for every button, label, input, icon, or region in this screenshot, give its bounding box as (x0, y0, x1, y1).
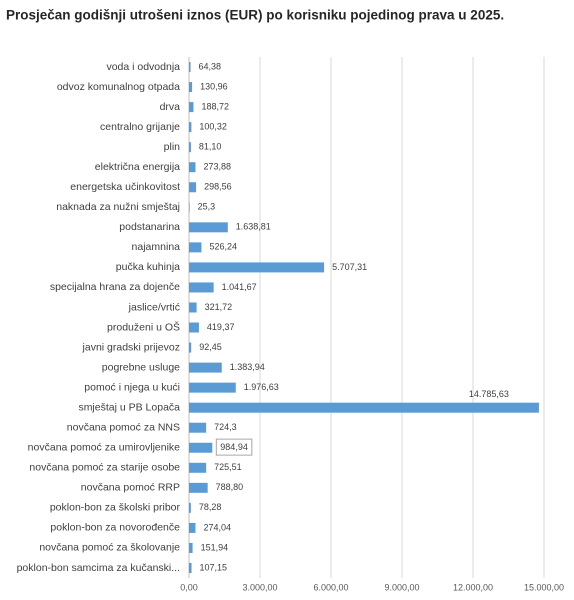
x-tick-label: 6.000,00 (313, 582, 348, 592)
value-label: 273,88 (203, 162, 231, 172)
bar (189, 382, 236, 393)
bar (189, 202, 190, 213)
bar (189, 362, 222, 373)
y-tick-label: naknada za nužni smještaj (56, 201, 180, 213)
y-tick-label: javni gradski prijevoz (82, 341, 180, 353)
value-label: 298,56 (204, 182, 232, 192)
y-tick-label: pogrebne usluge (102, 361, 180, 373)
value-label: 984,94 (220, 442, 248, 452)
bar (189, 262, 325, 273)
value-label: 107,15 (200, 562, 228, 572)
value-label-box (215, 438, 253, 456)
y-tick-label: novčana pomoć RRP (81, 482, 180, 494)
value-label: 1.383,94 (230, 362, 265, 372)
value-label: 64,38 (199, 61, 222, 71)
chart-title: Prosječan godišnji utrošeni iznos (EUR) … (6, 8, 504, 23)
y-tick-label: smještaj u PB Lopača (78, 401, 180, 413)
bar (189, 322, 199, 333)
y-tick-label: poklon-bon za novorođenče (50, 522, 180, 534)
value-label: 92,45 (199, 342, 222, 352)
y-tick-label: najamnina (132, 241, 181, 253)
y-tick-label: jaslice/vrtić (128, 301, 180, 313)
value-label: 526,24 (209, 242, 237, 252)
y-tick-label: plin (164, 141, 181, 153)
value-label: 724,3 (214, 422, 237, 432)
value-label: 25,3 (198, 202, 216, 212)
bar (189, 222, 228, 233)
y-tick-label: drva (160, 101, 181, 113)
y-tick-label: specijalna hrana za dojenče (50, 281, 180, 293)
bar (189, 282, 214, 293)
value-label: 130,96 (200, 81, 228, 91)
value-label: 5.707,31 (332, 262, 367, 272)
bar (189, 182, 197, 193)
bar (189, 162, 196, 173)
y-tick-label: pučka kuhinja (116, 261, 180, 273)
value-label: 151,94 (201, 542, 229, 552)
bar (189, 562, 192, 573)
y-tick-label: pomoć i njega u kući (84, 381, 180, 393)
y-tick-label: centralno grijanje (100, 121, 180, 133)
y-tick-label: novčana pomoć za starije osobe (29, 462, 180, 474)
value-label: 725,51 (214, 462, 242, 472)
x-tick-label: 15.000,00 (524, 582, 564, 592)
value-label: 78,28 (199, 502, 222, 512)
y-tick-label: novčana pomoć za umirovljenike (28, 442, 180, 454)
x-tick-label: 12.000,00 (453, 582, 493, 592)
value-label: 1.041,67 (222, 282, 257, 292)
bar (189, 482, 208, 493)
y-tick-label: poklon-bon za školski pribor (50, 502, 181, 514)
bar (189, 462, 207, 473)
value-label: 100,32 (199, 122, 227, 132)
bar (189, 502, 191, 513)
value-label: 1.976,63 (244, 382, 279, 392)
x-tick-label: 3.000,00 (242, 582, 277, 592)
bar (189, 342, 192, 353)
y-tick-label: energetska učinkovitost (70, 181, 180, 193)
y-tick-label: podstanarina (119, 221, 180, 233)
value-label: 321,72 (205, 302, 233, 312)
bar (189, 142, 191, 153)
x-tick-label: 9.000,00 (384, 582, 419, 592)
y-tick-label: produženi u OŠ (107, 320, 180, 333)
value-label: 274,04 (203, 522, 231, 532)
bar (189, 102, 194, 113)
value-label: 81,10 (199, 142, 222, 152)
bar (189, 442, 213, 453)
y-tick-label: poklon-bon samcima za kučanski... (17, 562, 180, 574)
value-label: 788,80 (216, 482, 244, 492)
value-label: 14.785,63 (469, 389, 509, 399)
bar (189, 302, 197, 313)
bar (189, 402, 539, 413)
y-tick-label: električna energija (95, 161, 180, 173)
bar (189, 522, 196, 533)
y-tick-label: odvoz komunalnog otpada (57, 81, 180, 93)
bar (189, 82, 193, 93)
x-tick-label: 0,00 (180, 582, 198, 592)
bar (189, 542, 193, 553)
bar (189, 122, 192, 133)
bar (189, 242, 202, 253)
y-tick-label: voda i odvodnja (106, 61, 180, 73)
bar (189, 62, 191, 73)
y-tick-label: novčana pomoć za NNS (67, 421, 180, 433)
value-label: 1.638,81 (236, 222, 271, 232)
bar (189, 422, 207, 433)
y-tick-label: novčana pomoć za školovanje (39, 542, 180, 554)
value-label: 188,72 (201, 101, 229, 111)
value-label: 419,37 (207, 322, 235, 332)
